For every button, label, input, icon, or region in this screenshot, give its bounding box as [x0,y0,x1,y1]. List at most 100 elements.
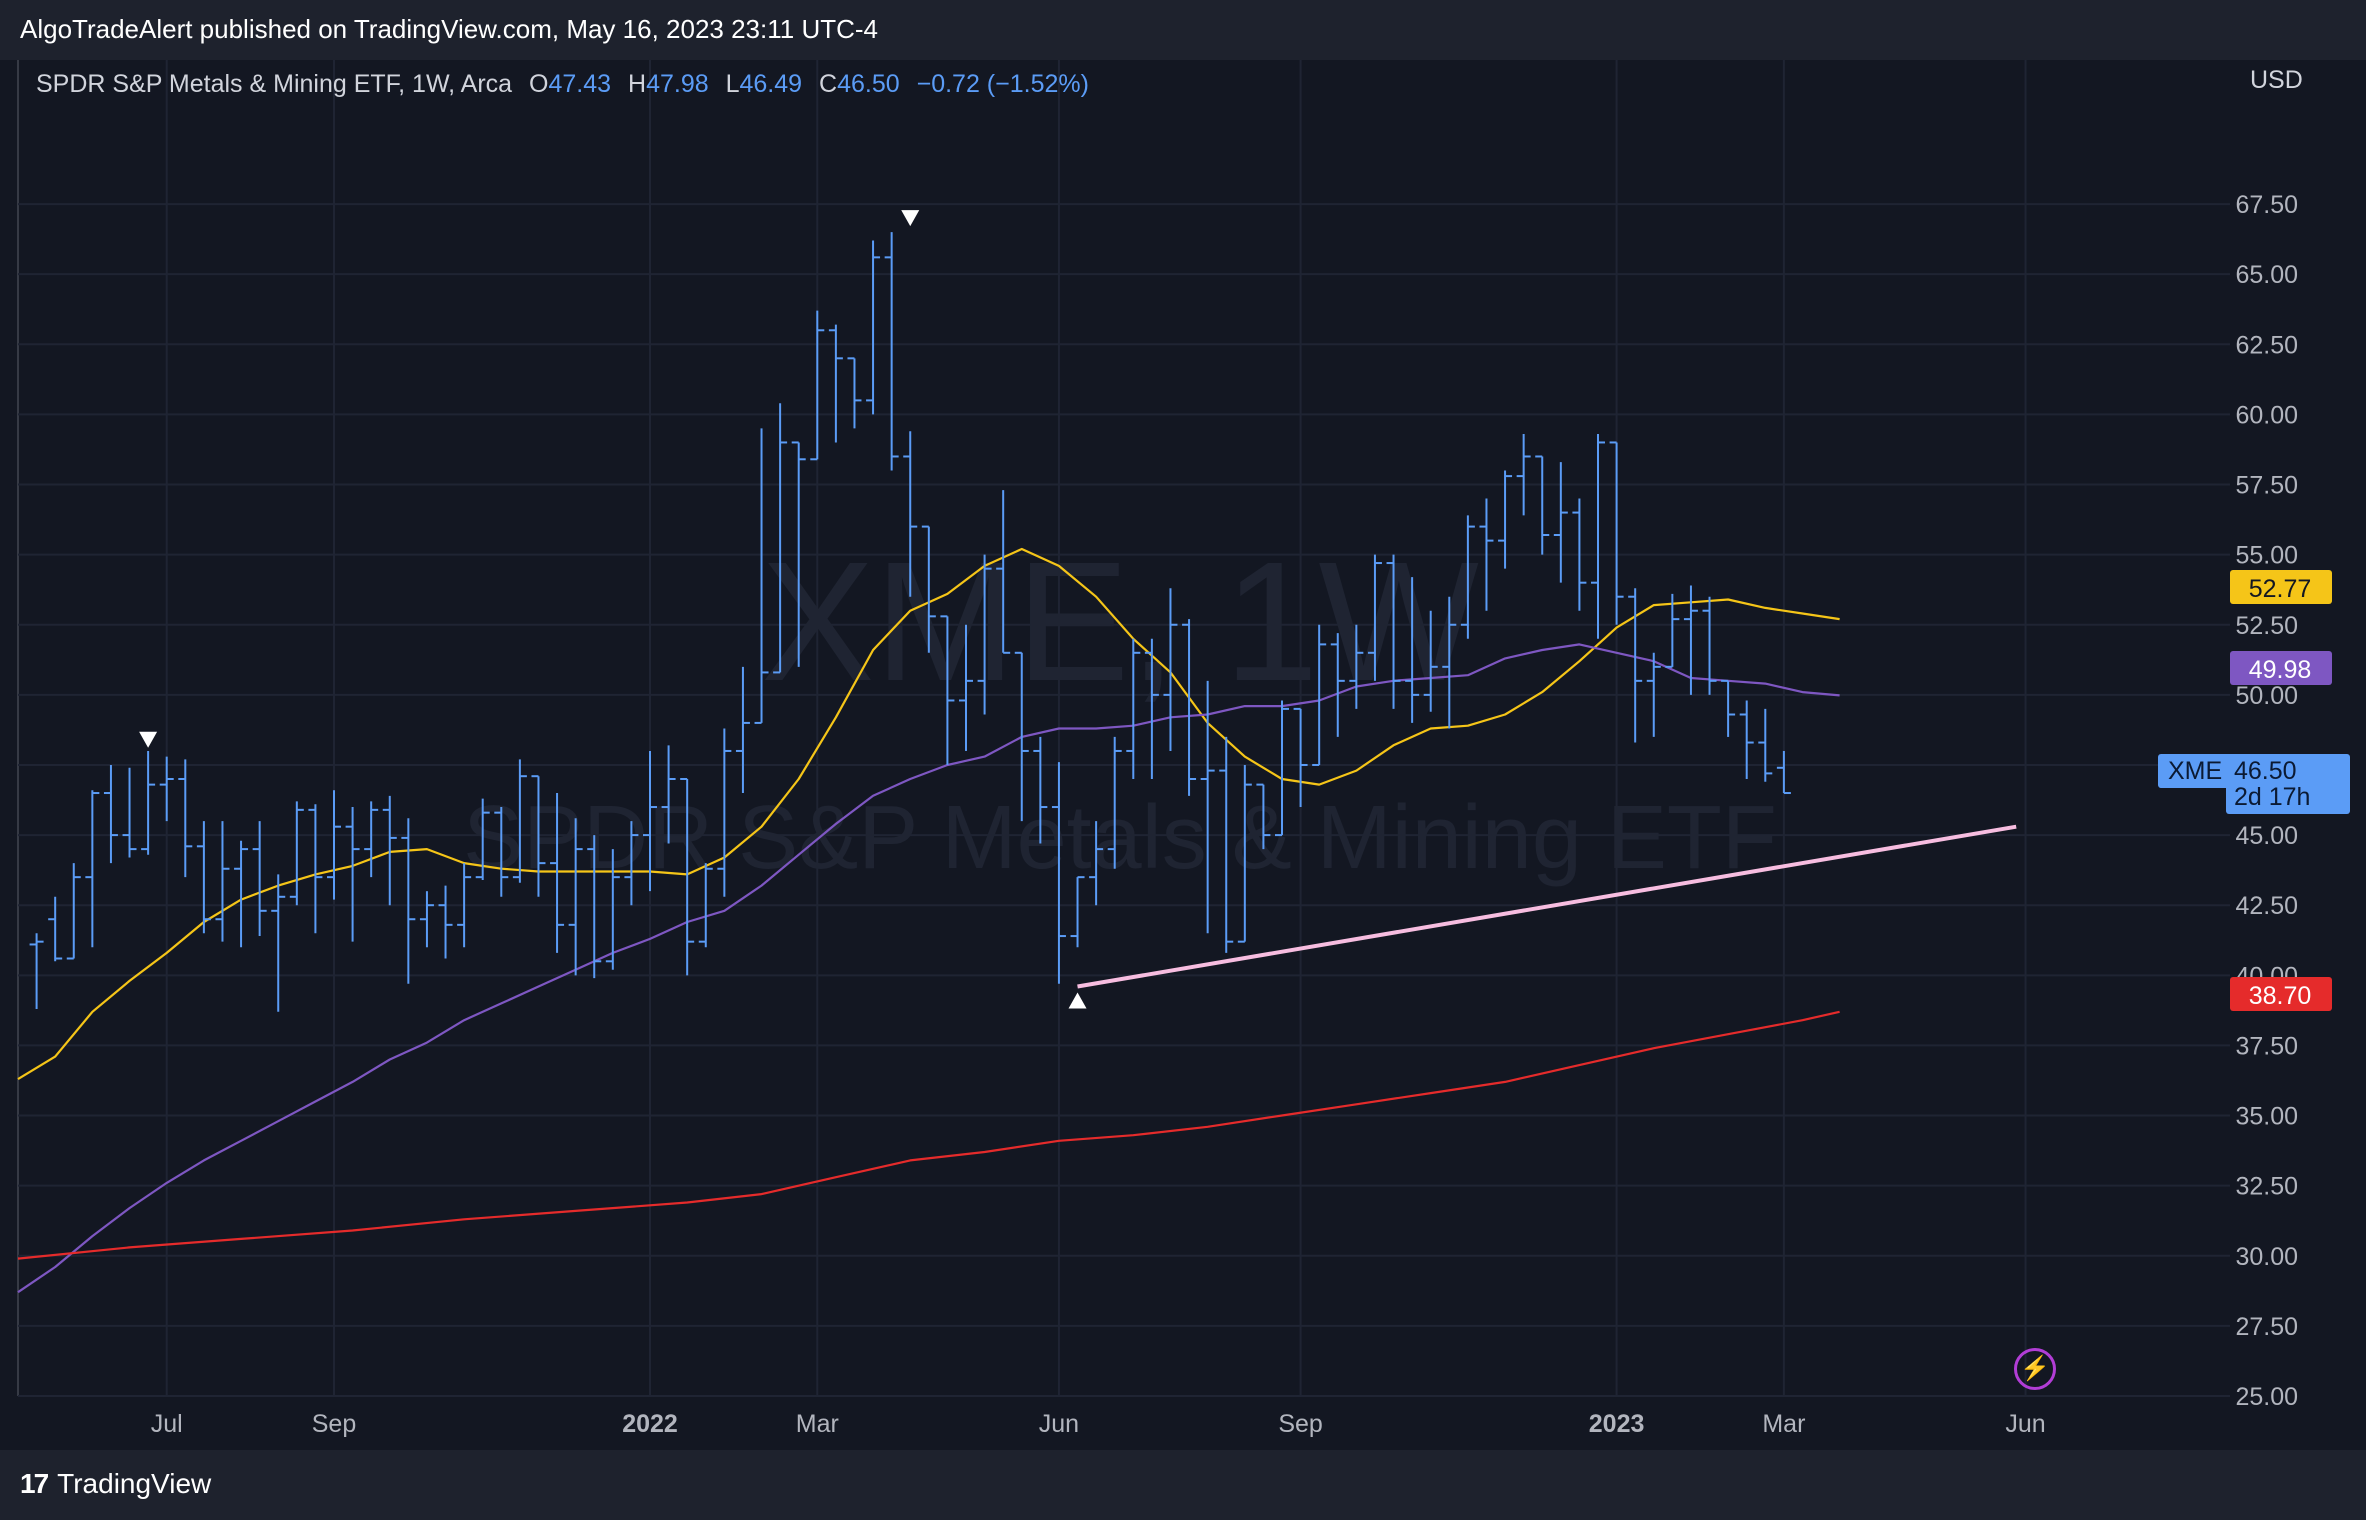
ohlc-bar [1256,783,1271,850]
time-tick-label: Mar [1762,1410,1805,1438]
ma-fast-tag-bg [2230,570,2332,604]
bar-countdown: 2d 17h [2234,783,2311,811]
ohlc-bar [940,615,955,765]
change-value: −0.72 (−1.52%) [916,70,1089,98]
ohlc-bar [1405,577,1420,723]
ohlc-bar [345,807,360,942]
ohlc-bar [1460,515,1475,639]
currency-label[interactable]: USD [2250,66,2303,94]
time-tick-label: 2023 [1589,1410,1645,1438]
open-value: 47.43 [548,70,612,98]
close-value: 46.50 [837,70,900,98]
ohlc-bar [698,863,713,948]
series-line-3 [1077,824,2017,989]
ohlc-bar [29,933,44,1009]
ohlc-bar [178,759,193,878]
ohlc-bar [438,885,453,959]
ohlc-bar [828,324,843,443]
price-tick-label: 55.00 [2235,542,2298,570]
ohlc-bar [977,554,992,715]
price-tick-label: 62.50 [2235,331,2298,359]
ohlc-bar [122,767,137,858]
ohlc-bar [419,891,434,948]
price-tick-label: 37.50 [2235,1032,2298,1060]
ohlc-bar [587,835,602,979]
time-tick-label: Jul [151,1410,183,1438]
price-tick-label: 25.00 [2235,1383,2298,1411]
ohlc-bar [1386,554,1401,709]
ohlc-bar [624,821,639,906]
price-tick-label: 65.00 [2235,261,2298,289]
ohlc-bar [1646,652,1661,737]
time-tick-label: Jun [2005,1410,2045,1438]
ohlc-bar [215,821,230,942]
ohlc-bar [66,863,81,960]
price-tick-label: 30.00 [2235,1243,2298,1271]
ma-fast-tag: 52.77 [2249,575,2312,603]
ohlc-bar [1014,651,1029,822]
ohlc-bar [643,750,657,892]
close-label: C [819,70,838,98]
ohlc-bar [791,441,806,667]
ohlc-bar [289,801,304,906]
tradingview-wordmark: TradingView [57,1468,212,1499]
ohlc-bar [921,525,936,653]
ohlc-bar [1628,588,1643,743]
ohlc-bar [271,874,286,1012]
watermark-name: SPDR S&P Metals & Mining ETF [463,788,1777,888]
ohlc-bar [364,801,379,878]
ohlc-bar [1423,610,1438,712]
low-value: 46.49 [739,70,803,98]
ohlc-bar [1219,736,1234,953]
high-value: 47.98 [646,70,709,98]
series-line-2 [17,1010,1840,1260]
ohlc-bar [1498,470,1513,569]
ohlc-bar [1553,462,1568,583]
ohlc-bar [48,896,63,962]
ohlc-bar [847,357,862,429]
price-tick-label: 42.50 [2235,892,2298,920]
ohlc-bar [735,666,750,794]
lightning-icon[interactable]: ⚡ [2014,1348,2056,1390]
ohlc-bar [1330,633,1345,737]
ohlc-bar [327,790,341,900]
symbol-legend[interactable]: SPDR S&P Metals & Mining ETF, 1W, Arca O… [36,70,1089,99]
ma-mid-tag-bg [2230,651,2332,685]
ohlc-bar [1758,708,1773,782]
ohlc-bar [959,624,973,751]
ohlc-bar [1070,876,1085,948]
tradingview-brand[interactable]: 17 TradingView [20,1468,211,1500]
ohlc-bar [810,310,825,461]
ohlc-bar [494,807,509,897]
ohlc-bars [29,232,1791,1012]
high-marker [901,210,920,227]
ohlc-bar [866,240,881,415]
bottom-bar [0,1450,2366,1520]
ohlc-bar [531,775,546,897]
ohlc-bar [1572,498,1587,611]
price-tick-label: 45.00 [2235,822,2298,850]
ohlc-bar [159,756,174,822]
ohlc-bar [1535,455,1550,555]
low-label: L [725,70,740,98]
ohlc-bar [1776,750,1791,795]
ohlc-bar [568,818,583,976]
ohlc-bar [1702,596,1717,695]
high-marker [139,731,158,748]
open-label: O [529,70,549,98]
ohlc-bar [1516,434,1531,516]
ohlc-bar [1609,441,1624,625]
ohlc-bar [717,728,732,897]
series-line-1 [17,643,1840,1294]
ticker-tag: XME [2158,754,2233,788]
ohlc-bar [1349,624,1364,709]
time-tick-label: Sep [312,1410,356,1438]
ma-slow-tag-bg [2230,977,2332,1011]
last-price: 46.50 [2234,757,2297,785]
ohlc-bar [1107,736,1122,869]
ohlc-bar [1126,638,1141,779]
ohlc-bar [1051,762,1066,984]
ma-mid-tag: 49.98 [2249,656,2312,684]
ohlc-bar [996,490,1011,654]
